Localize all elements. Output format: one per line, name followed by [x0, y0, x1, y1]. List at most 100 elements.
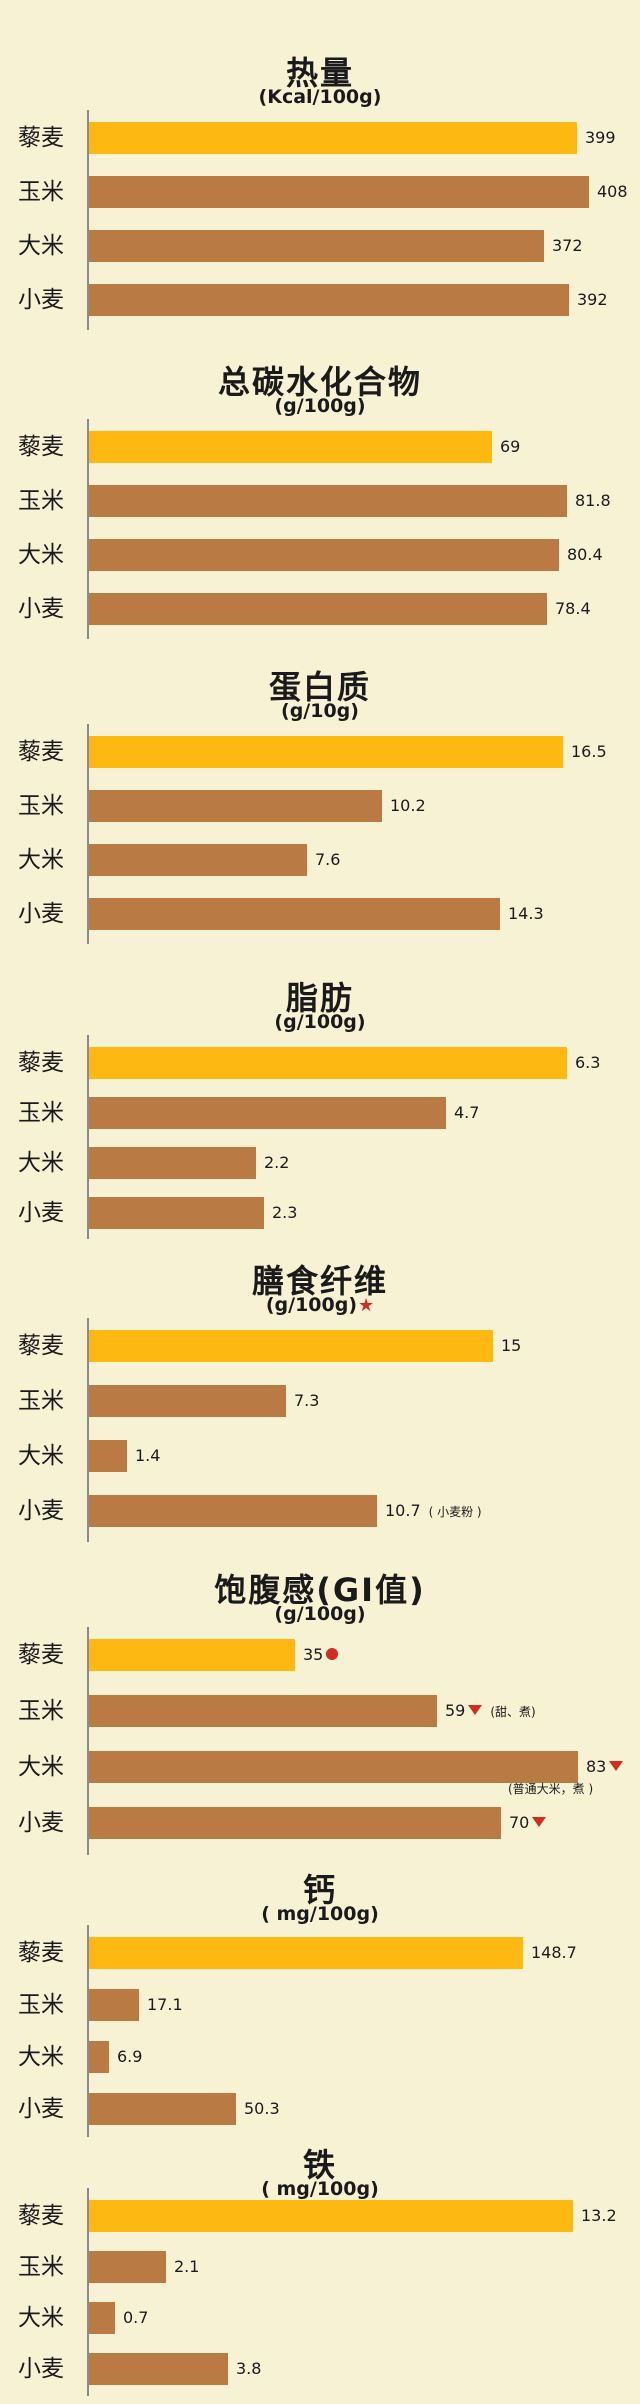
category-label: 藜麦	[18, 739, 64, 765]
value-note: ( 小麦粉 )	[428, 1505, 482, 1519]
chart-panel: 热量 (Kcal/100g) 藜麦 399 玉米 408 大米 372 小麦 392	[0, 48, 640, 338]
bar	[89, 1695, 437, 1727]
value-label: 15	[501, 1336, 522, 1355]
y-axis-line	[87, 419, 89, 639]
bar	[89, 790, 382, 822]
category-label: 玉米	[18, 1388, 64, 1414]
category-label: 小麦	[18, 1498, 64, 1524]
bar	[89, 176, 589, 208]
chart-panel: 脂肪 (g/100g) 藜麦 6.3 玉米 4.7 大米 2.2 小麦 2.3	[0, 973, 640, 1247]
category-label: 大米	[18, 1150, 64, 1176]
value-label: 83	[586, 1751, 624, 1783]
value-label: 2.2	[264, 1153, 290, 1172]
bar	[89, 284, 569, 316]
chart-panel: 膳食纤维 (g/100g)★ 藜麦 15 玉米 7.3 大米 1.4 小麦 10.7( 小麦粉 )	[0, 1256, 640, 1550]
value-label: 6.9	[117, 2047, 143, 2066]
chart-title: 铁	[302, 2146, 337, 2184]
category-label: 藜麦	[18, 1940, 64, 1966]
category-label: 藜麦	[18, 125, 64, 151]
value-label: 80.4	[567, 545, 603, 564]
category-label: 小麦	[18, 2356, 64, 2382]
value-label: 10.7( 小麦粉 )	[385, 1501, 482, 1520]
category-label: 小麦	[18, 1200, 64, 1226]
value-label: 35	[303, 1639, 339, 1671]
value-label: 2.1	[174, 2257, 200, 2276]
category-label: 大米	[18, 847, 64, 873]
value-label: 78.4	[555, 599, 591, 618]
chart-panel: 蛋白质 (g/10g) 藜麦 16.5 玉米 10.2 大米 7.6 小麦 14.3	[0, 662, 640, 952]
value-note: (普通大米，煮 )	[508, 1782, 594, 1796]
value-label: 70	[509, 1807, 547, 1839]
bar	[89, 2200, 573, 2232]
value-label: 6.3	[575, 1053, 601, 1072]
bar	[89, 1330, 493, 1362]
value-label: 1.4	[135, 1446, 161, 1465]
category-label: 大米	[18, 2044, 64, 2070]
bar	[89, 1807, 501, 1839]
bar	[89, 1751, 578, 1783]
category-label: 小麦	[18, 596, 64, 622]
bar	[89, 2093, 236, 2125]
bar	[89, 539, 559, 571]
red-down-triangle-icon	[609, 1761, 624, 1771]
bar	[89, 1147, 256, 1179]
bar	[89, 1495, 377, 1527]
value-label: 148.7	[531, 1943, 577, 1962]
value-label: 7.6	[315, 850, 341, 869]
bar	[89, 122, 577, 154]
y-axis-line	[87, 1318, 89, 1542]
chart-unit: (g/100g)	[274, 395, 366, 417]
chart-title: 脂肪	[285, 979, 354, 1017]
category-label: 大米	[18, 1754, 64, 1780]
category-label: 玉米	[18, 179, 64, 205]
category-label: 大米	[18, 2305, 64, 2331]
category-label: 小麦	[18, 901, 64, 927]
value-label: 2.3	[272, 1203, 298, 1222]
chart-unit: ( mg/100g)	[261, 2178, 379, 2200]
bar	[89, 1937, 523, 1969]
value-label: 392	[577, 290, 608, 309]
value-label: 50.3	[244, 2099, 280, 2118]
bar	[89, 593, 547, 625]
bar	[89, 485, 567, 517]
y-axis-line	[87, 1035, 89, 1239]
category-label: 藜麦	[18, 1333, 64, 1359]
bar	[89, 1440, 127, 1472]
y-axis-line	[87, 2188, 89, 2396]
star-icon: ★	[358, 1295, 375, 1316]
category-label: 藜麦	[18, 434, 64, 460]
value-label: 408	[597, 182, 628, 201]
value-label: 13.2	[581, 2206, 617, 2225]
category-label: 小麦	[18, 1810, 64, 1836]
chart-title: 膳食纤维	[251, 1262, 388, 1300]
category-label: 大米	[18, 1443, 64, 1469]
value-label: 17.1	[147, 1995, 183, 2014]
category-label: 大米	[18, 233, 64, 259]
chart-title: 总碳水化合物	[217, 363, 422, 401]
y-axis-line	[87, 724, 89, 944]
bar	[89, 1097, 446, 1129]
chart-unit: ( mg/100g)	[261, 1903, 379, 1925]
bar	[89, 2353, 228, 2385]
chart-title: 钙	[302, 1871, 337, 1909]
chart-panel: 铁( mg/100g) 藜麦 13.2 玉米 2.1 大米 0.7 小麦 3.8	[0, 2140, 640, 2404]
category-label: 玉米	[18, 793, 64, 819]
chart-panel: 饱腹感(GI值) (g/100g) 藜麦 35 玉米 59 (甜、煮) 大米 (普通大米，煮 )…	[0, 1565, 640, 1863]
value-label: 16.5	[571, 742, 607, 761]
y-axis-line	[87, 110, 89, 330]
y-axis-line	[87, 1925, 89, 2137]
category-label: 大米	[18, 542, 64, 568]
chart-panel: 钙( mg/100g) 藜麦 148.7 玉米 17.1 大米 6.9 小麦 50.3	[0, 1865, 640, 2145]
category-label: 小麦	[18, 2096, 64, 2122]
category-label: 藜麦	[18, 1050, 64, 1076]
bar	[89, 844, 307, 876]
chart-title: 热量	[285, 54, 354, 92]
bar	[89, 1385, 286, 1417]
red-down-triangle-icon	[468, 1705, 483, 1715]
category-label: 玉米	[18, 1992, 64, 2018]
chart-unit: (g/100g)★	[265, 1294, 375, 1316]
chart-unit: (g/100g)	[274, 1011, 366, 1033]
value-label: 4.7	[454, 1103, 480, 1122]
chart-title: 蛋白质	[268, 668, 371, 706]
